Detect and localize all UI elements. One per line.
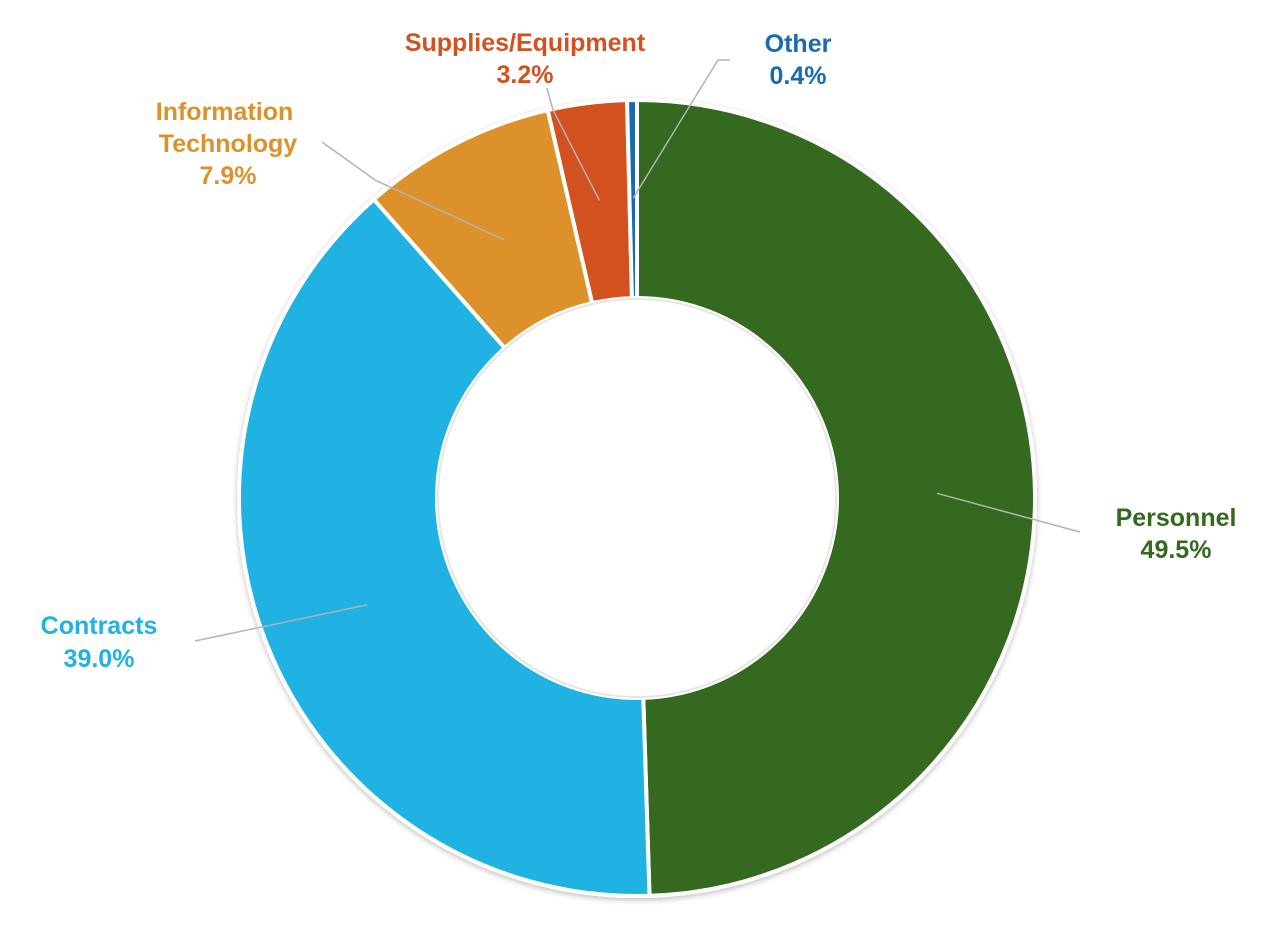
slice-label-personnel: Personnel xyxy=(1116,504,1237,532)
leader-line-other xyxy=(632,59,730,199)
slice-value-supplies-equipment: 3.2% xyxy=(497,61,554,89)
slice-label-other: Other xyxy=(765,30,832,58)
leader-lines-layer xyxy=(194,59,1081,642)
slices-layer xyxy=(237,98,1038,898)
slice-label-supplies-equipment: Supplies/Equipment xyxy=(405,29,646,57)
leader-line-information-technology xyxy=(321,141,505,241)
slice-label-information-technology: Information Technology xyxy=(156,98,300,158)
slice-value-information-technology: 7.9% xyxy=(200,162,257,190)
slice-label-contracts: Contracts xyxy=(41,612,158,640)
leader-line-personnel xyxy=(936,492,1081,533)
slice-value-other: 0.4% xyxy=(770,62,827,90)
slice-value-personnel: 49.5% xyxy=(1141,536,1212,564)
leader-line-supplies-equipment xyxy=(546,87,601,201)
donut-hole xyxy=(437,298,837,698)
leader-line-contracts xyxy=(194,604,368,642)
slice-value-contracts: 39.0% xyxy=(64,645,135,673)
